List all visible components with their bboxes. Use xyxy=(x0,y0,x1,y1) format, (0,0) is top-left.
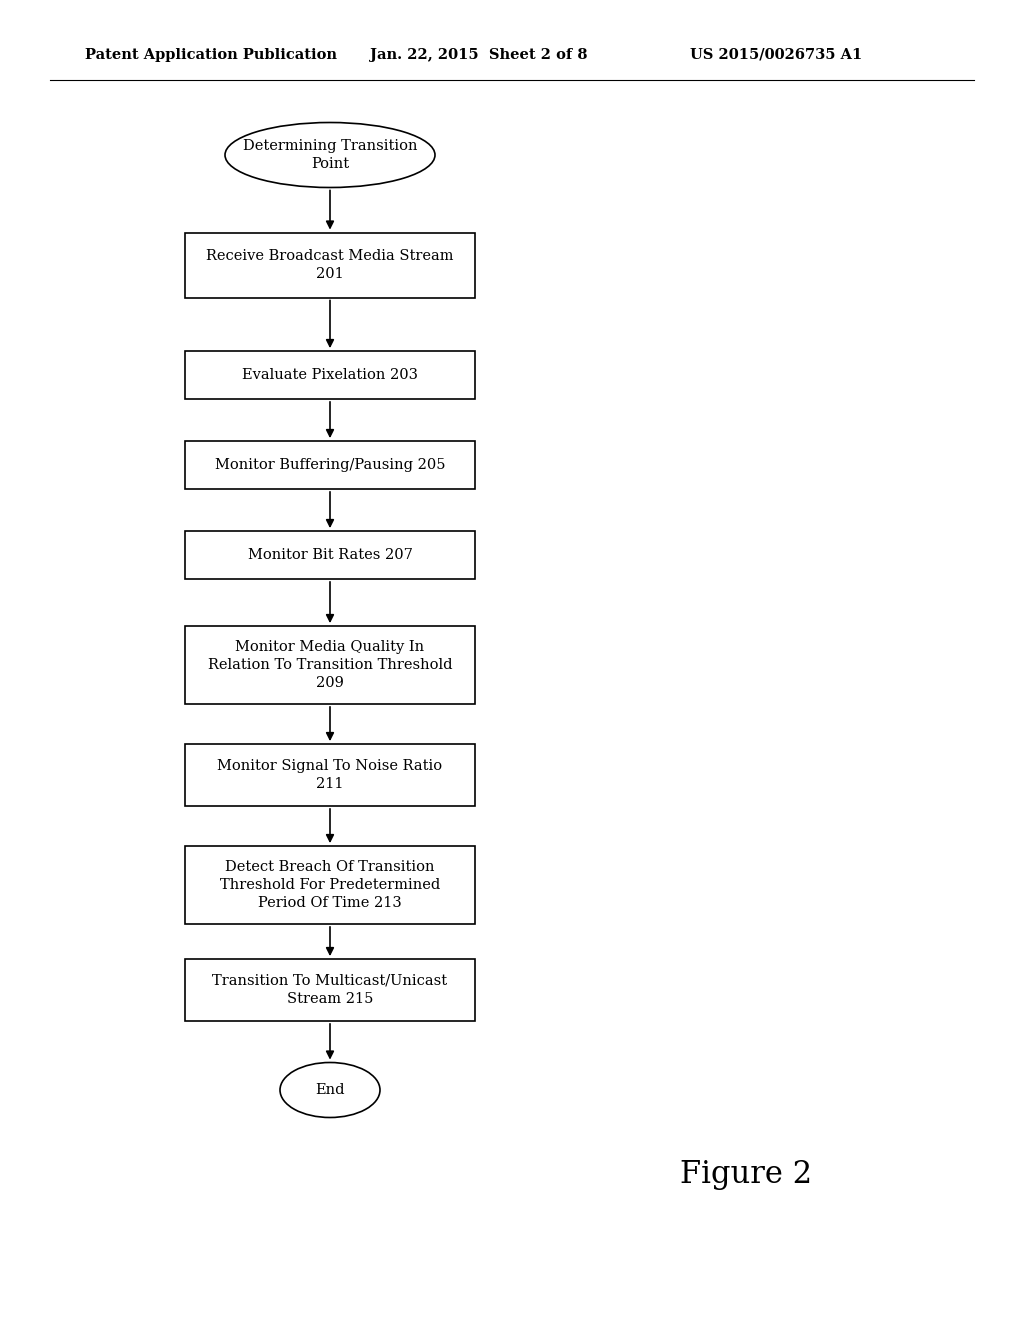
Text: Receive Broadcast Media Stream
201: Receive Broadcast Media Stream 201 xyxy=(206,248,454,281)
Text: Monitor Media Quality In
Relation To Transition Threshold
209: Monitor Media Quality In Relation To Tra… xyxy=(208,640,453,690)
Text: US 2015/0026735 A1: US 2015/0026735 A1 xyxy=(690,48,862,62)
Bar xyxy=(185,351,475,399)
Text: Jan. 22, 2015  Sheet 2 of 8: Jan. 22, 2015 Sheet 2 of 8 xyxy=(370,48,588,62)
Bar xyxy=(185,626,475,704)
Text: Patent Application Publication: Patent Application Publication xyxy=(85,48,337,62)
Text: Detect Breach Of Transition
Threshold For Predetermined
Period Of Time 213: Detect Breach Of Transition Threshold Fo… xyxy=(220,859,440,911)
Bar xyxy=(185,846,475,924)
Bar xyxy=(185,441,475,488)
Bar xyxy=(185,960,475,1020)
Ellipse shape xyxy=(280,1063,380,1118)
Text: End: End xyxy=(315,1082,345,1097)
Text: Transition To Multicast/Unicast
Stream 215: Transition To Multicast/Unicast Stream 2… xyxy=(212,974,447,1006)
Text: Evaluate Pixelation 203: Evaluate Pixelation 203 xyxy=(242,368,418,381)
Text: Monitor Buffering/Pausing 205: Monitor Buffering/Pausing 205 xyxy=(215,458,445,473)
Bar xyxy=(185,232,475,297)
Text: Monitor Signal To Noise Ratio
211: Monitor Signal To Noise Ratio 211 xyxy=(217,759,442,791)
Text: Figure 2: Figure 2 xyxy=(680,1159,812,1191)
Text: Determining Transition
Point: Determining Transition Point xyxy=(243,139,417,172)
Ellipse shape xyxy=(225,123,435,187)
Text: Monitor Bit Rates 207: Monitor Bit Rates 207 xyxy=(248,548,413,562)
Bar xyxy=(185,531,475,579)
Bar xyxy=(185,744,475,807)
